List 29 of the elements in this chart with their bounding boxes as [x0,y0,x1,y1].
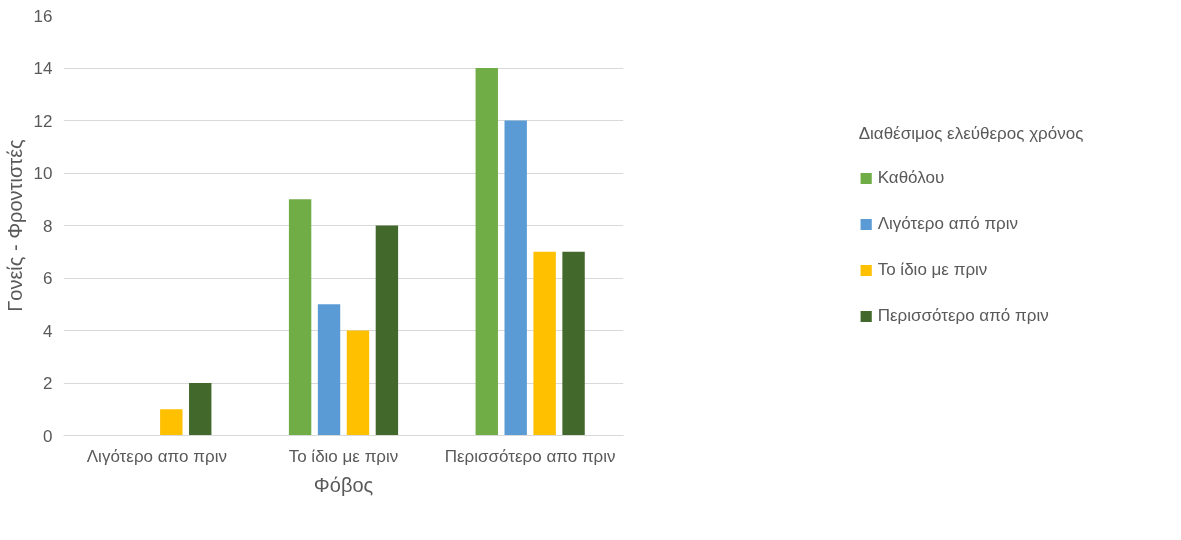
bar [317,304,341,436]
y-tick-label: 4 [43,321,53,341]
y-tick-label: 14 [33,59,53,78]
x-axis-title: Φόβος [313,473,374,496]
y-tick-label: 8 [43,216,53,236]
x-tick-label: Περισσότερο απο πριν [444,446,616,466]
legend-label: Καθόλου [877,168,945,188]
bar [288,199,312,436]
bar [160,409,183,436]
legend-label: Το ίδιο με πριν [877,260,988,280]
x-tick-label: Λιγότερο απο πριν [86,446,227,466]
bar [562,251,585,436]
bar [475,68,498,436]
legend-title: Διαθέσιμος ελεύθερος χρόνος [858,124,1084,144]
y-tick-label: 2 [43,374,53,393]
bar [346,330,370,436]
y-axis-title: Γονείς - Φροντιστές [3,138,26,312]
legend-label: Λιγότερο από πριν [877,214,1019,234]
x-tick-label: Το ίδιο με πριν [288,446,399,466]
y-tick-label: 16 [33,6,53,26]
y-tick-label: 0 [43,426,53,446]
legend-label: Περισσότερο από πριν [877,306,1049,326]
y-tick-label: 12 [33,111,53,131]
bar [375,225,399,436]
y-tick-label: 6 [43,269,53,288]
y-tick-label: 10 [33,164,53,183]
bar [533,251,556,436]
bar [189,383,212,436]
bar [504,120,527,436]
